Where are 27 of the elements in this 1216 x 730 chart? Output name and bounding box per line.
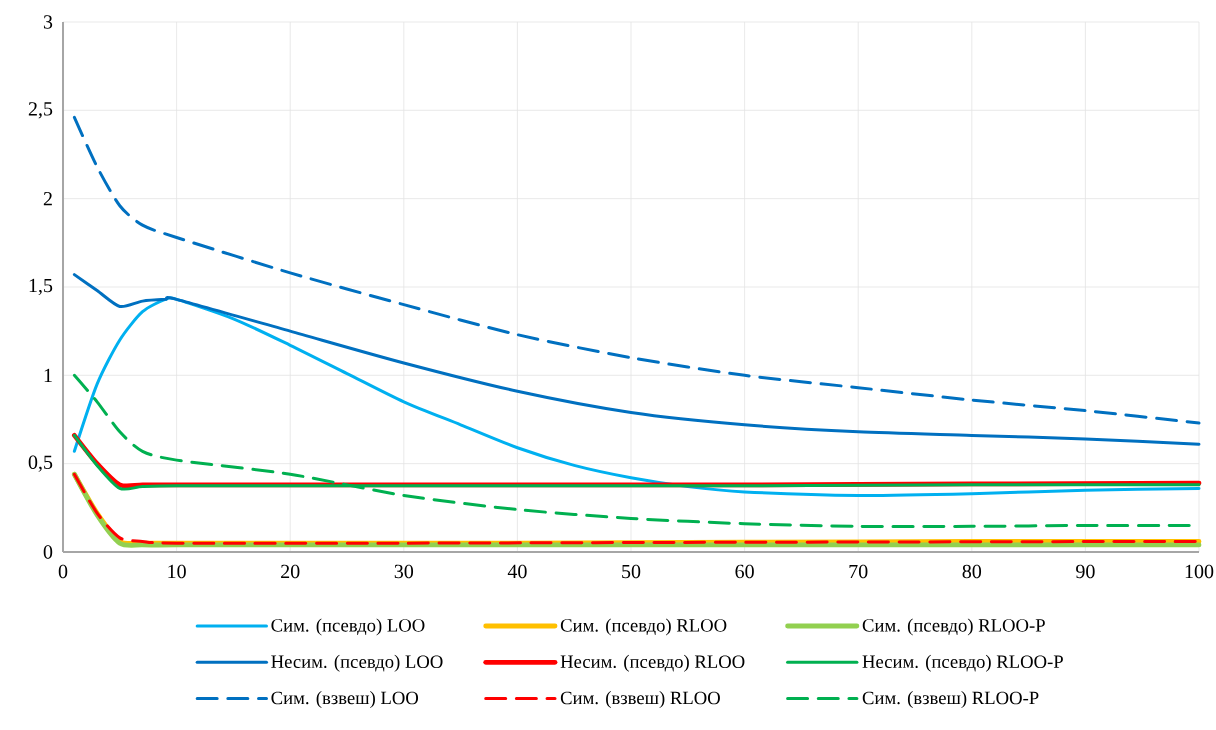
x-tick-label: 20	[281, 564, 300, 579]
x-tick-label: 40	[507, 564, 527, 579]
legend-label: Сим. (взвеш) RLOO	[560, 691, 720, 709]
y-tick-label: 1	[44, 368, 52, 382]
y-tick-label: 2	[43, 192, 52, 206]
x-tick-label: 10	[168, 564, 186, 579]
y-tick-label: 0	[43, 545, 53, 559]
x-tick-label: 90	[1076, 564, 1095, 579]
x-tick-label: 0	[58, 564, 68, 579]
y-tick-label: 2,5	[28, 102, 53, 119]
legend-label: Сим. (псевдо) LOO	[271, 618, 425, 636]
x-tick-label: 30	[394, 564, 414, 579]
legend-label: Сим. (взвеш) LOO	[271, 691, 419, 709]
y-tick-label: 3	[43, 15, 53, 29]
legend-label: Несим. (псевдо) RLOO-P	[862, 654, 1063, 672]
legend-label: Несим. (псевдо) LOO	[271, 654, 443, 672]
x-tick-label: 60	[735, 564, 754, 579]
legend-label: Сим. (псевдо) RLOO	[560, 618, 727, 636]
legend-label: Несим. (псевдо) RLOO	[560, 654, 745, 672]
legend-label: Сим. (взвеш) RLOO-P	[862, 691, 1039, 709]
x-tick-label: 80	[962, 564, 982, 579]
x-tick-label: 100	[1185, 564, 1214, 579]
x-tick-label: 50	[622, 564, 641, 579]
y-tick-label: 1,5	[29, 278, 53, 296]
x-tick-label: 70	[849, 564, 868, 579]
legend-label: Сим. (псевдо) RLOO-P	[862, 618, 1045, 636]
y-tick-label: 0,5	[28, 455, 53, 472]
